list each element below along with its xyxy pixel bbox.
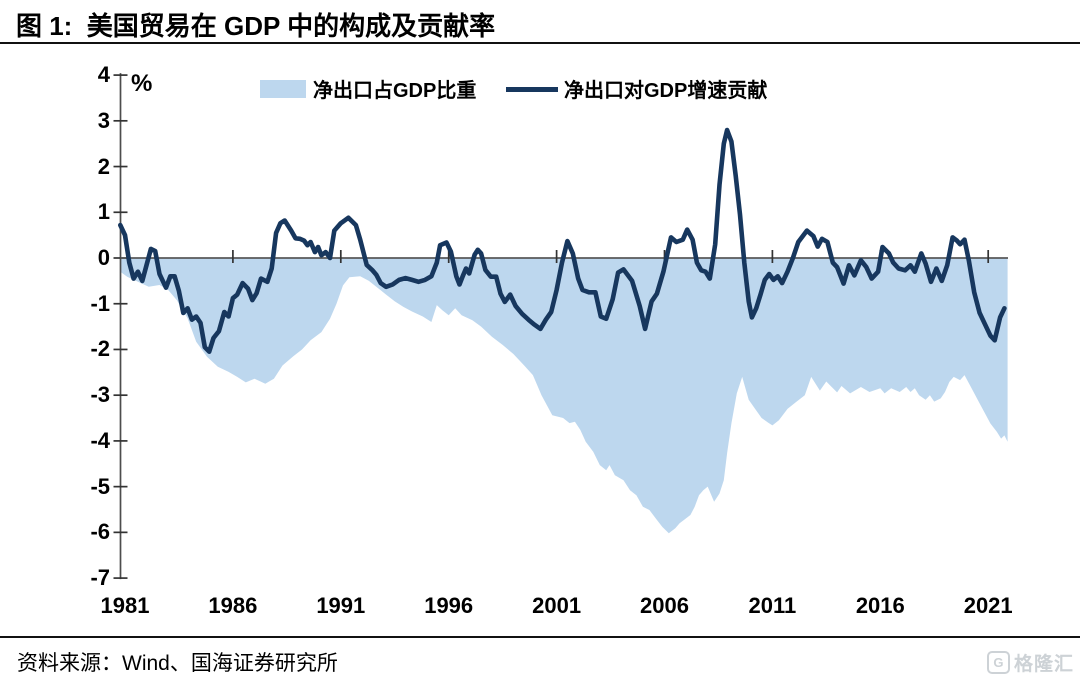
y-axis-unit-label: % bbox=[131, 70, 153, 97]
y-tick-label: -4 bbox=[90, 427, 110, 453]
x-tick-label: 1991 bbox=[316, 593, 366, 618]
footer-divider bbox=[0, 636, 1080, 638]
x-tick-label: 2011 bbox=[748, 593, 797, 618]
y-tick-label: -3 bbox=[90, 382, 110, 408]
x-tick-label: 1986 bbox=[208, 593, 258, 618]
y-tick-label: 2 bbox=[97, 153, 110, 179]
y-tick-label: -5 bbox=[90, 473, 110, 499]
title-divider bbox=[0, 42, 1080, 44]
watermark: G 格隆汇 bbox=[986, 649, 1074, 676]
watermark-text: 格隆汇 bbox=[1013, 654, 1074, 675]
legend-line-swatch-icon bbox=[506, 87, 558, 92]
y-tick-label: 3 bbox=[97, 107, 110, 133]
legend-line-label: 净出口对GDP增速贡献 bbox=[564, 80, 768, 102]
source-note: 资料来源：Wind、国海证券研究所 bbox=[17, 652, 338, 675]
y-tick-label: 4 bbox=[97, 62, 110, 88]
y-tick-label: 0 bbox=[97, 245, 110, 270]
y-tick-label: -6 bbox=[90, 519, 110, 545]
y-tick-label: -1 bbox=[90, 290, 110, 316]
chart-title: 图 1: 美国贸易在 GDP 中的构成及贡献率 bbox=[16, 11, 496, 41]
legend-area-swatch-icon bbox=[260, 80, 306, 98]
net-exports-contribution-line bbox=[118, 127, 1007, 354]
legend-area-label: 净出口占GDP比重 bbox=[313, 80, 477, 102]
x-tick-label: 2016 bbox=[855, 593, 905, 618]
x-tick-label: 1981 bbox=[100, 593, 150, 618]
net-exports-share-area bbox=[120, 258, 1008, 534]
x-tick-label: 1996 bbox=[424, 593, 474, 618]
y-tick-label: -2 bbox=[90, 336, 110, 362]
y-tick-label: -7 bbox=[90, 565, 110, 591]
gelonghui-logo-icon: G bbox=[986, 651, 1010, 674]
x-tick-label: 2021 bbox=[963, 593, 1013, 618]
y-tick-label: 1 bbox=[97, 199, 110, 225]
x-tick-label: 2001 bbox=[532, 593, 582, 618]
x-tick-label: 2006 bbox=[640, 593, 689, 618]
